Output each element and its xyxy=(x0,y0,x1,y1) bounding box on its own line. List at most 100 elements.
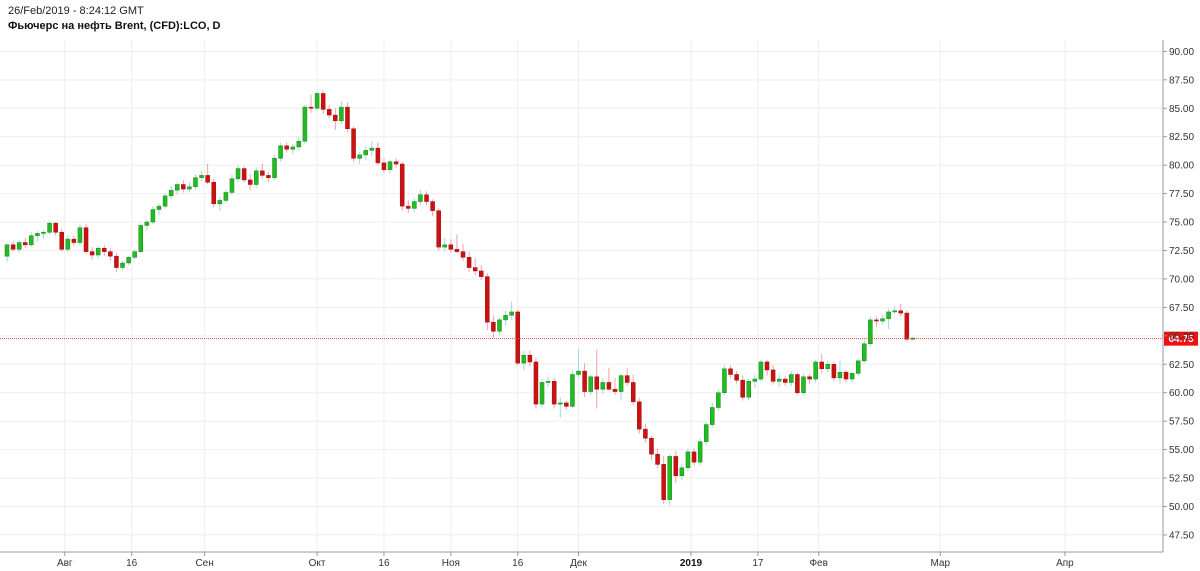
candle xyxy=(855,358,861,376)
candle xyxy=(187,182,192,193)
candle-body-down xyxy=(734,374,739,381)
chart-timestamp: 26/Feb/2019 - 8:24:12 GMT xyxy=(8,5,144,17)
candle xyxy=(375,142,381,166)
candle xyxy=(320,90,326,114)
candle xyxy=(527,350,533,367)
candle-body-down xyxy=(655,453,660,465)
candle-body-down xyxy=(59,232,64,250)
candle xyxy=(539,379,545,408)
candle-body-down xyxy=(22,242,28,246)
y-tick-label: 70.00 xyxy=(1169,274,1194,285)
candle-body-up xyxy=(162,195,168,207)
candle xyxy=(904,310,910,342)
candle-body-down xyxy=(89,251,95,256)
candle xyxy=(582,363,587,398)
candle-body-up xyxy=(703,424,709,442)
candle xyxy=(174,182,180,195)
candle-body-down xyxy=(691,451,697,463)
candle xyxy=(831,361,837,382)
candle-body-up xyxy=(217,200,223,205)
candle-body-down xyxy=(527,354,533,363)
candle-body-up xyxy=(600,382,606,390)
candle xyxy=(703,422,709,446)
candle xyxy=(41,230,46,240)
x-tick-label: Сен xyxy=(195,558,213,569)
candle xyxy=(685,448,691,472)
candle-body-down xyxy=(333,114,338,122)
candle xyxy=(399,161,405,211)
candle xyxy=(418,190,423,205)
candle-body-up xyxy=(576,370,581,375)
candle xyxy=(83,224,89,254)
candle-body-down xyxy=(795,374,800,393)
candle xyxy=(478,265,484,281)
candle xyxy=(223,190,229,203)
candle-body-up xyxy=(886,311,891,320)
candle-body-down xyxy=(898,310,904,314)
candle-body-down xyxy=(406,205,411,209)
x-tick-label: 2019 xyxy=(680,558,703,569)
candle xyxy=(181,179,186,193)
candle xyxy=(260,164,265,179)
candle xyxy=(758,359,764,382)
candle-body-up xyxy=(199,175,204,178)
candle xyxy=(740,375,745,401)
candle-body-down xyxy=(533,361,539,405)
candle-body-down xyxy=(831,364,837,379)
candle-body-down xyxy=(241,168,247,181)
candle xyxy=(254,167,259,188)
candle-body-down xyxy=(436,210,441,248)
candle xyxy=(862,340,867,364)
candle xyxy=(108,248,113,261)
candle xyxy=(339,101,344,125)
candle-body-up xyxy=(193,177,198,188)
candle xyxy=(770,365,776,385)
candle-body-up xyxy=(174,184,180,191)
candle-body-down xyxy=(472,267,478,272)
candle-body-down xyxy=(393,161,399,165)
candle-body-up xyxy=(339,106,344,122)
candle-body-up xyxy=(570,374,575,407)
candle xyxy=(138,223,144,253)
candle xyxy=(649,435,654,460)
y-tick-label: 87.50 xyxy=(1169,75,1194,86)
candle-body-up xyxy=(235,168,241,180)
candle xyxy=(807,374,812,384)
candle-body-down xyxy=(466,257,472,268)
candle xyxy=(211,178,216,208)
candle-body-up xyxy=(418,194,423,202)
candle xyxy=(22,237,28,249)
candle xyxy=(594,349,600,409)
candle xyxy=(849,372,855,383)
candle xyxy=(351,126,356,162)
x-axis: Авг 16 Сен Окт 16 Ноя 16 Дек 2019 17 Фев Мар Апр xyxy=(0,551,1163,569)
candle xyxy=(630,374,636,406)
candle xyxy=(570,371,575,409)
candle-body-up xyxy=(132,251,137,258)
candle xyxy=(29,232,34,248)
candle-body-up xyxy=(168,189,174,197)
candle-body-up xyxy=(126,257,131,264)
candle xyxy=(126,256,131,266)
candle-body-up xyxy=(187,186,192,190)
candle xyxy=(102,244,107,257)
candle-body-up xyxy=(272,158,277,178)
candle-body-up xyxy=(296,141,302,148)
candle-body-down xyxy=(807,376,812,380)
candle-body-down xyxy=(630,382,636,403)
candle-body-up xyxy=(539,382,545,405)
candle-body-up xyxy=(223,192,229,201)
candle-body-up xyxy=(150,209,156,223)
candle-body-up xyxy=(144,221,150,226)
candle xyxy=(716,389,721,411)
candle xyxy=(661,456,666,505)
candle xyxy=(229,174,235,195)
candle xyxy=(637,398,642,434)
candle xyxy=(874,316,879,327)
candle-body-up xyxy=(77,227,83,243)
candle xyxy=(132,249,137,260)
candle-body-down xyxy=(637,401,642,430)
candle-body-up xyxy=(813,361,818,380)
candle-body-down xyxy=(211,181,216,205)
